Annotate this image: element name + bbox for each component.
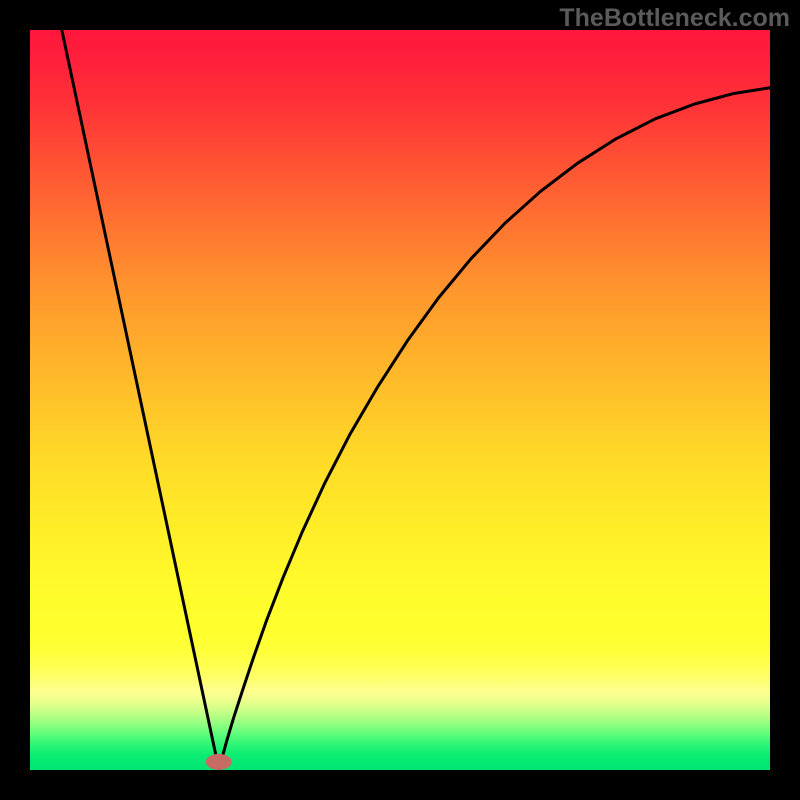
bottleneck-chart: [0, 0, 800, 800]
vertex-marker: [206, 754, 232, 770]
chart-frame: TheBottleneck.com: [0, 0, 800, 800]
watermark-text: TheBottleneck.com: [559, 4, 790, 33]
